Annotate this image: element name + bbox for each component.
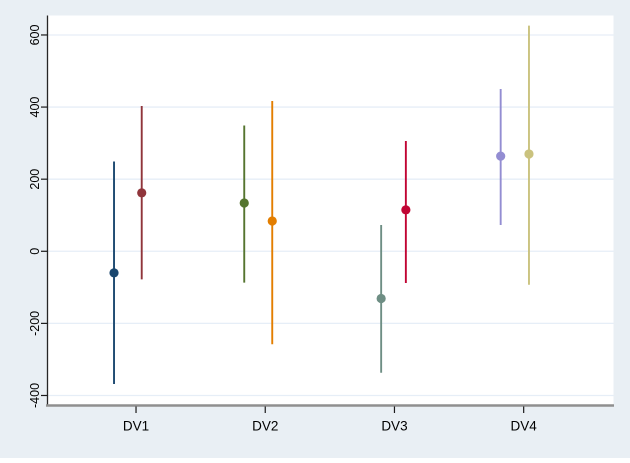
x-axis-category-label: DV1 — [123, 419, 149, 434]
point-estimate-dv3-cranberry — [401, 205, 411, 215]
point-estimate-dv2-forest-green — [239, 198, 249, 208]
y-axis-label: -200 — [28, 311, 42, 336]
x-axis-category-label: DV2 — [252, 419, 278, 434]
point-estimate-dv4-lavender — [496, 151, 506, 161]
point-estimate-dv1-maroon — [137, 188, 147, 198]
y-axis-label: 0 — [28, 248, 42, 255]
y-axis-label: 400 — [28, 97, 42, 118]
y-axis-label: 600 — [28, 24, 42, 45]
x-axis-category-label: DV3 — [381, 419, 407, 434]
y-axis-label: -400 — [28, 383, 42, 408]
point-estimate-dv1-navy — [109, 268, 119, 278]
point-estimate-dv2-dark-orange — [267, 216, 277, 226]
y-axis-label: 200 — [28, 169, 42, 190]
x-axis-category-label: DV4 — [511, 419, 538, 434]
point-estimate-dv3-teal — [376, 293, 386, 304]
point-estimate-dv4-khaki — [524, 149, 534, 159]
